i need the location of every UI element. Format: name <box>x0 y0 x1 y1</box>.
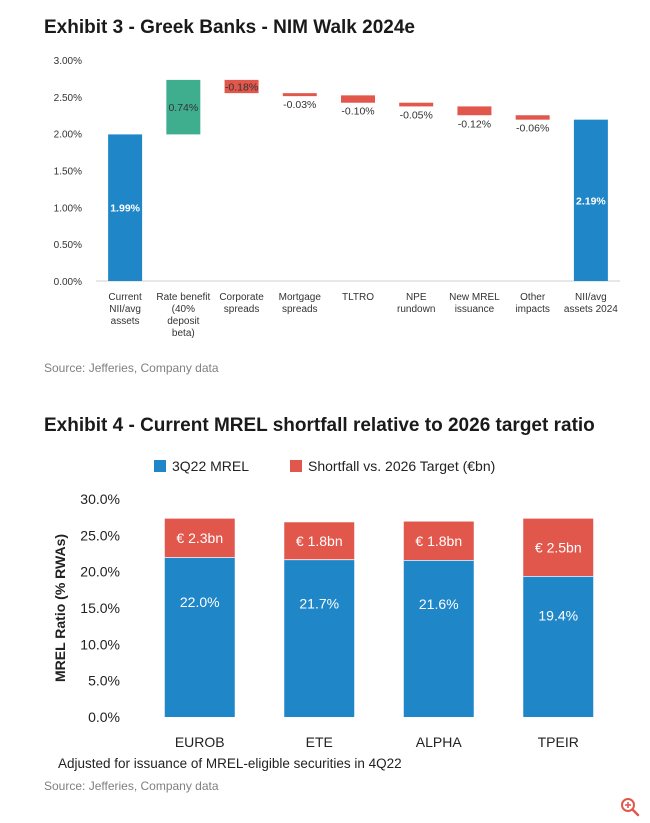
data-label: 2.19% <box>576 195 606 207</box>
x-tick-label: Other <box>520 292 546 303</box>
exhibit4-note: Adjusted for issuance of MREL-eligible s… <box>58 756 402 771</box>
x-tick-label: Corporate <box>219 292 264 303</box>
zoom-in-icon[interactable] <box>620 797 640 817</box>
y-tick-label: 20.0% <box>80 564 120 580</box>
x-tick-label: impacts <box>515 304 549 315</box>
data-label: -0.06% <box>516 123 549 135</box>
legend-label: 3Q22 MREL <box>172 458 249 474</box>
waterfall-bar <box>515 115 550 120</box>
data-label: 19.4% <box>538 607 578 623</box>
y-tick-label: 0.50% <box>54 240 82 251</box>
x-tick-label: Current <box>108 292 142 303</box>
x-tick-label: ETE <box>306 734 333 750</box>
data-label: -0.10% <box>341 106 374 118</box>
x-tick-label: (40% <box>172 304 195 315</box>
legend-label: Shortfall vs. 2026 Target (€bn) <box>308 458 495 474</box>
waterfall-bar <box>166 79 201 135</box>
waterfall-bar <box>224 79 259 94</box>
exhibit4-title: Exhibit 4 - Current MREL shortfall relat… <box>44 415 595 436</box>
data-label: 1.99% <box>110 203 140 215</box>
x-tick-label: Rate benefit <box>156 292 210 303</box>
waterfall-bar <box>457 106 492 116</box>
x-tick-label: NPE <box>406 292 427 303</box>
y-tick-label: 30.0% <box>80 491 120 507</box>
data-label: -0.12% <box>458 118 491 130</box>
y-tick-label: 25.0% <box>80 527 120 543</box>
waterfall-bar <box>282 93 317 97</box>
x-tick-label: ALPHA <box>416 734 463 750</box>
mrel-bar-segment <box>284 559 355 717</box>
x-tick-label: deposit <box>167 316 199 327</box>
exhibit3-source: Source: Jefferies, Company data <box>44 361 219 375</box>
data-label: € 1.8bn <box>415 533 462 549</box>
data-label: € 2.5bn <box>535 539 582 555</box>
x-tick-label: spreads <box>224 304 260 315</box>
waterfall-bar <box>341 95 375 103</box>
legend-swatch <box>154 460 166 472</box>
y-tick-label: 2.50% <box>54 93 82 104</box>
x-tick-label: assets 2024 <box>564 304 618 315</box>
shortfall-bar-segment <box>403 521 474 561</box>
y-tick-label: 15.0% <box>80 600 120 616</box>
data-label: 22.0% <box>180 594 220 610</box>
x-tick-label: TPEIR <box>538 734 579 750</box>
x-tick-label: assets <box>111 316 140 327</box>
mrel-bar-segment <box>403 560 474 717</box>
data-label: -0.18% <box>225 82 258 94</box>
waterfall-bar <box>108 134 143 281</box>
x-tick-label: EUROB <box>175 734 225 750</box>
exhibit3-title: Exhibit 3 - Greek Banks - NIM Walk 2024e <box>44 17 415 38</box>
shortfall-bar-segment <box>523 518 594 577</box>
data-label: € 2.3bn <box>176 530 223 546</box>
shortfall-bar-segment <box>284 522 355 560</box>
mrel-bar-segment <box>164 557 235 717</box>
mrel-bar-segment <box>523 576 594 717</box>
data-label: 0.74% <box>168 102 198 114</box>
y-tick-label: 0.0% <box>88 709 120 725</box>
y-axis-title: MREL Ratio (% RWAs) <box>52 534 68 682</box>
waterfall-bar <box>399 102 434 107</box>
x-tick-label: beta) <box>172 328 195 339</box>
legend-swatch <box>290 460 302 472</box>
data-label: 21.6% <box>419 596 459 612</box>
data-label: € 1.8bn <box>296 533 343 549</box>
data-label: -0.05% <box>400 109 433 121</box>
x-tick-label: spreads <box>282 304 318 315</box>
x-tick-label: issuance <box>455 304 495 315</box>
shortfall-bar-segment <box>164 518 235 558</box>
waterfall-bar <box>573 119 608 281</box>
y-tick-label: 1.00% <box>54 203 82 214</box>
x-tick-label: TLTRO <box>342 292 374 303</box>
data-label: -0.03% <box>283 99 316 111</box>
y-tick-label: 0.00% <box>54 277 82 288</box>
data-label: 21.7% <box>299 595 339 611</box>
y-tick-label: 10.0% <box>80 636 120 652</box>
nim-walk-chart: 0.00% 0.50% 1.00% 1.50% 2.00% 2.50% 3.00% 1.99%… <box>54 56 620 339</box>
x-tick-label: Mortgage <box>279 292 322 303</box>
y-tick-label: 3.00% <box>54 56 82 67</box>
x-tick-label: New MREL <box>449 292 500 303</box>
y-tick-label: 1.50% <box>54 167 82 178</box>
x-tick-label: rundown <box>397 304 435 315</box>
y-tick-label: 2.00% <box>54 130 82 141</box>
x-tick-label: NII/avg <box>109 304 141 315</box>
exhibit4-source: Source: Jefferies, Company data <box>44 779 219 793</box>
y-tick-label: 5.0% <box>88 673 120 689</box>
x-tick-label: NII/avg <box>575 292 607 303</box>
